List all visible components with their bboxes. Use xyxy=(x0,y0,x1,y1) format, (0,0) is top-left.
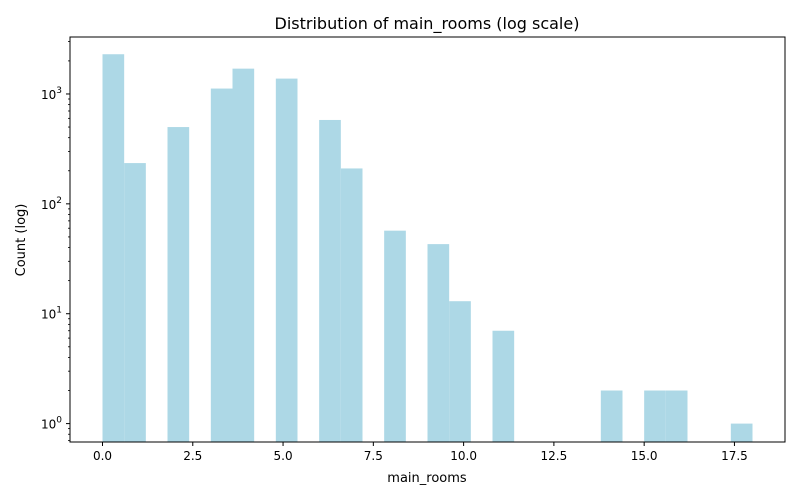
x-tick-label: 10.0 xyxy=(450,449,477,463)
y-axis-ticks: 100 101 102 103 xyxy=(41,41,70,442)
histogram-bar xyxy=(167,127,190,443)
x-tick-label: 17.5 xyxy=(721,449,748,463)
histogram-bar xyxy=(730,423,753,442)
chart-title: Distribution of main_rooms (log scale) xyxy=(275,14,580,34)
y-tick-label: 102 xyxy=(41,196,62,212)
histogram-bar xyxy=(232,68,255,443)
histogram-bar xyxy=(319,119,341,442)
x-tick-label: 0.0 xyxy=(93,449,112,463)
x-tick-label: 7.5 xyxy=(364,449,383,463)
y-tick-label: 100 xyxy=(41,416,62,432)
x-tick-label: 15.0 xyxy=(631,449,658,463)
histogram-bar xyxy=(492,330,515,442)
x-tick-label: 5.0 xyxy=(274,449,293,463)
histogram-bar xyxy=(665,390,688,442)
histogram-bar xyxy=(102,54,125,442)
plot-frame xyxy=(69,36,786,443)
histogram-bar xyxy=(124,163,146,442)
y-tick-label: 101 xyxy=(41,306,62,322)
y-axis-label: Count (log) xyxy=(14,204,29,277)
histogram-bar xyxy=(210,88,233,442)
x-axis-ticks: 0.0 2.5 5.0 7.5 10.0 12.5 15.0 17.5 xyxy=(93,442,748,463)
x-tick-label: 12.5 xyxy=(541,449,568,463)
x-axis-label: main_rooms xyxy=(387,471,467,486)
bars-layer xyxy=(102,54,753,443)
histogram-bar xyxy=(340,168,363,442)
histogram-bar xyxy=(275,78,298,442)
histogram-bar xyxy=(449,301,471,442)
histogram-bar xyxy=(427,244,450,442)
histogram-bar xyxy=(600,390,623,442)
histogram-bar xyxy=(644,390,666,442)
histogram-bar xyxy=(384,230,406,442)
y-tick-label: 103 xyxy=(41,86,62,102)
x-tick-label: 2.5 xyxy=(183,449,202,463)
